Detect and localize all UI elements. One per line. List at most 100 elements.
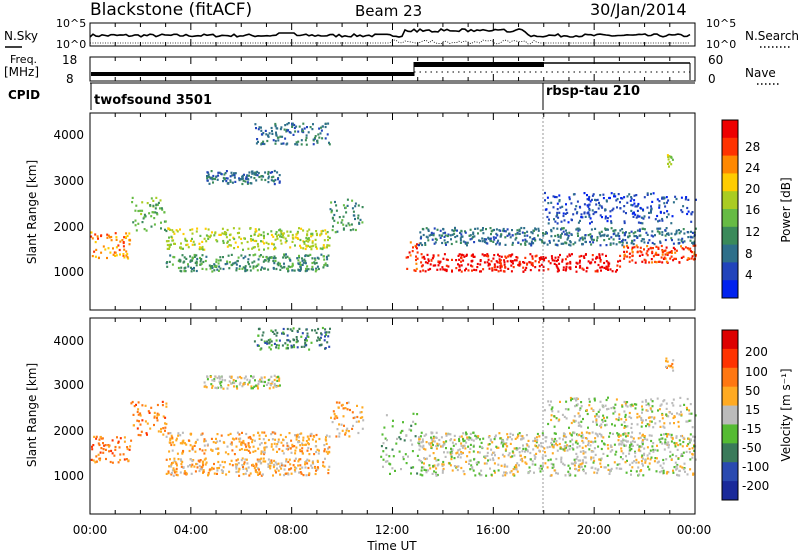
power-cell xyxy=(305,143,308,146)
power-cell xyxy=(253,233,256,236)
power-cell xyxy=(641,238,644,241)
velocity-cell xyxy=(164,429,166,432)
velocity-cell xyxy=(667,364,670,367)
power-cell xyxy=(509,259,512,262)
power-cell xyxy=(639,221,642,225)
velocity-cell xyxy=(212,441,215,444)
velocity-cell xyxy=(253,340,256,343)
velocity-cell xyxy=(652,450,655,453)
velocity-cell xyxy=(91,448,94,451)
power-cell xyxy=(507,267,510,270)
power-cell xyxy=(690,230,692,233)
power-cell xyxy=(655,251,658,254)
power-cell xyxy=(351,199,354,202)
power-cell xyxy=(476,227,479,230)
power-cell xyxy=(179,228,181,231)
velocity-cell xyxy=(251,463,254,466)
power-cell xyxy=(678,229,680,232)
velocity-cell xyxy=(230,375,233,378)
velocity-cell xyxy=(630,443,633,446)
velocity-cell xyxy=(157,413,160,416)
power-cell xyxy=(191,267,194,271)
power-cell xyxy=(671,239,673,242)
velocity-cell xyxy=(642,464,644,467)
velocity-cell xyxy=(435,459,438,462)
power-cell xyxy=(165,240,168,243)
velocity-cell xyxy=(613,407,616,410)
power-cell xyxy=(284,241,287,244)
velocity-cell xyxy=(507,436,509,439)
velocity-cell xyxy=(139,423,142,426)
velocity-cell xyxy=(557,419,560,423)
velocity-cell xyxy=(576,455,579,458)
velocity-cell xyxy=(620,440,623,443)
power-cell xyxy=(514,238,517,241)
power-cell xyxy=(196,227,199,230)
velocity-cell xyxy=(324,457,326,460)
power-cell xyxy=(232,227,235,230)
power-cell xyxy=(255,142,258,145)
velocity-cell xyxy=(344,407,347,410)
velocity-cell xyxy=(287,473,290,476)
velocity-cell xyxy=(652,442,655,445)
power-cell xyxy=(584,240,587,243)
power-cell xyxy=(226,228,229,232)
velocity-cell xyxy=(391,425,394,428)
power-cell xyxy=(643,248,645,251)
velocity-cell xyxy=(485,462,488,465)
power-cell xyxy=(554,220,557,223)
velocity-cell xyxy=(304,337,307,340)
velocity-cell xyxy=(552,465,555,468)
velocity-cell xyxy=(419,460,422,463)
velocity-cell xyxy=(658,420,661,423)
power-cell xyxy=(287,234,290,237)
velocity-cell xyxy=(554,432,557,435)
velocity-cell xyxy=(267,465,270,468)
power-cell xyxy=(540,263,543,266)
velocity-cell xyxy=(173,459,176,463)
velocity-cell xyxy=(325,436,327,439)
velocity-cell xyxy=(357,420,360,423)
power-cell xyxy=(562,214,565,218)
velocity-cell xyxy=(249,435,252,439)
velocity-cell xyxy=(297,436,300,439)
velocity-cell xyxy=(643,437,646,441)
velocity-cell xyxy=(244,443,247,446)
power-cell xyxy=(296,236,299,240)
velocity-cell xyxy=(256,458,259,461)
velocity-cell xyxy=(92,444,95,447)
velocity-cell xyxy=(382,442,385,445)
velocity-cell xyxy=(512,433,514,436)
power-cell xyxy=(586,204,589,207)
velocity-cell xyxy=(183,472,186,475)
power-cell xyxy=(435,238,438,241)
power-cell xyxy=(644,259,647,262)
velocity-cell xyxy=(686,444,689,447)
velocity-cell xyxy=(322,464,324,467)
power-cell xyxy=(248,254,251,257)
velocity-cell xyxy=(380,455,383,458)
velocity-cell xyxy=(102,442,104,445)
velocity-cell xyxy=(476,436,479,439)
power-cell xyxy=(215,260,218,264)
power-cell xyxy=(244,269,247,272)
power-cell xyxy=(283,128,286,131)
velocity-cell xyxy=(310,464,313,467)
power-cell xyxy=(408,251,411,254)
power-cell xyxy=(584,215,587,218)
velocity-cell xyxy=(171,449,174,452)
velocity-cell xyxy=(625,418,628,421)
velocity-cell xyxy=(221,378,224,382)
velocity-cell xyxy=(315,450,318,454)
power-cell xyxy=(479,263,482,266)
velocity-cell xyxy=(653,417,656,420)
power-cell xyxy=(207,235,210,238)
velocity-cell xyxy=(325,439,328,442)
power-cell xyxy=(121,239,124,242)
power-cell xyxy=(526,263,528,266)
velocity-cell xyxy=(680,453,683,456)
velocity-cell xyxy=(244,472,247,475)
velocity-cell xyxy=(451,448,454,451)
power-cell xyxy=(510,270,513,273)
power-cell xyxy=(655,261,658,264)
